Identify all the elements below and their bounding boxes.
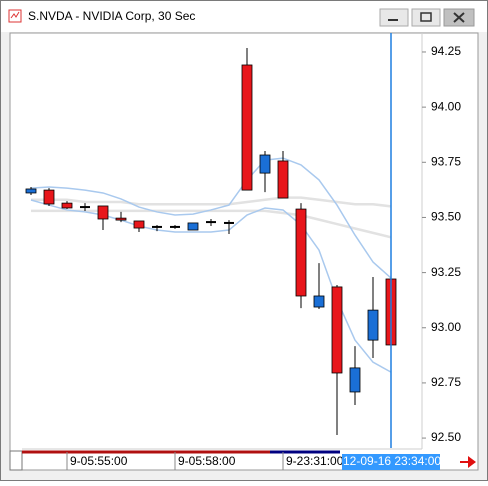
candle-body	[61, 202, 73, 209]
candle-body	[152, 225, 162, 228]
candle-body	[206, 221, 216, 224]
close-button[interactable]	[443, 8, 475, 27]
y-tick-label: 93.00	[431, 320, 461, 334]
y-tick-label: 92.75	[431, 375, 461, 389]
maximize-button[interactable]	[411, 8, 441, 27]
candle-body	[25, 188, 37, 194]
candle-body	[115, 217, 127, 221]
y-tick-label: 92.50	[431, 430, 461, 444]
x-tick-label: 9-23:31:00	[286, 454, 344, 468]
candle-body	[43, 189, 55, 205]
x-tick-label: 9-05:55:00	[70, 454, 128, 468]
y-tick-label: 93.25	[431, 265, 461, 279]
window-title: S.NVDA - NVIDIA Corp, 30 Sec	[28, 9, 195, 23]
candle-body	[80, 206, 90, 209]
candle-body	[241, 64, 253, 191]
minimize-button[interactable]	[379, 8, 409, 27]
candle-body	[295, 208, 307, 297]
indicator-line	[30, 157, 392, 279]
y-tick-label: 93.50	[431, 210, 461, 224]
cursor-label-bg	[342, 454, 440, 470]
candle-body	[313, 295, 325, 308]
x-tick-label: 9-05:58:00	[178, 454, 236, 468]
app-icon-graph	[10, 11, 20, 19]
indicator-line	[30, 199, 392, 373]
indicator-line	[31, 196, 392, 208]
candle-body	[259, 154, 271, 174]
scroll-right-arrow[interactable]	[460, 456, 476, 468]
candle-body	[97, 205, 109, 220]
candle-body	[224, 221, 234, 224]
candle-body	[133, 220, 145, 229]
candle-body	[349, 367, 361, 393]
y-tick-label: 94.00	[431, 99, 461, 113]
candle-body	[367, 309, 379, 341]
y-tick-label: 94.25	[431, 44, 461, 58]
indicator-line	[31, 209, 392, 239]
cursor-label: 12-09-16 23:34:00	[343, 454, 441, 468]
candle-body	[187, 222, 199, 231]
candle-body	[331, 286, 343, 374]
scroll-handle[interactable]	[9, 450, 23, 471]
candle-body	[277, 160, 289, 199]
y-tick-label: 93.75	[431, 154, 461, 168]
candle-body	[170, 225, 180, 228]
